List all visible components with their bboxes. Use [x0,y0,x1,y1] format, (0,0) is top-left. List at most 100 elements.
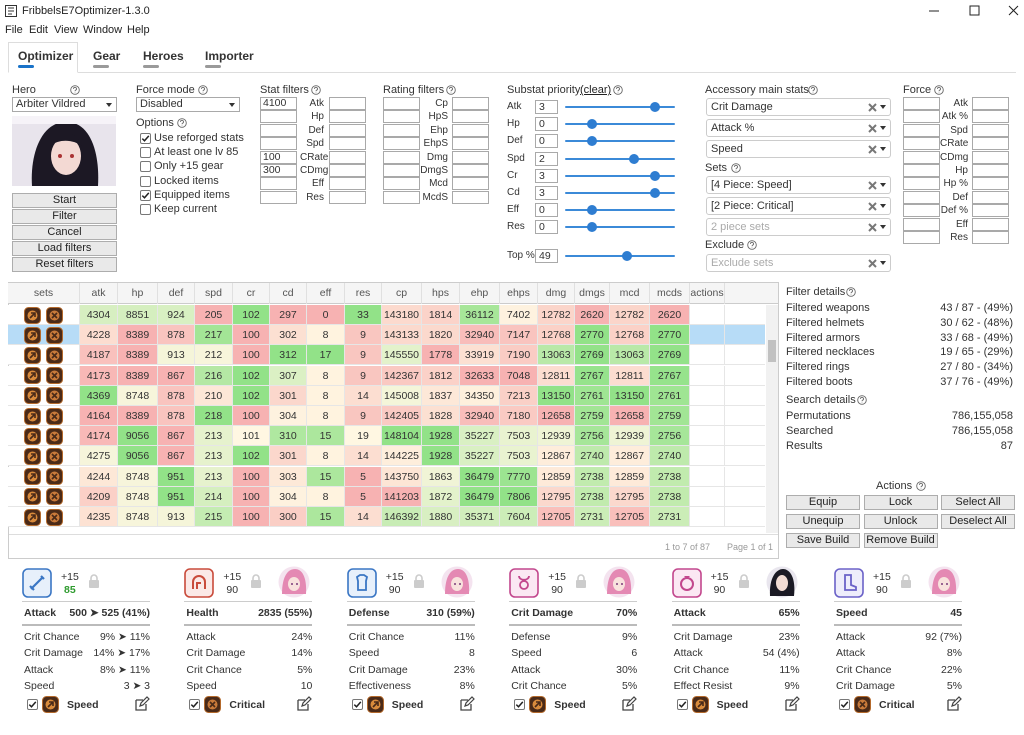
placeholder-select[interactable]: 2 piece sets [706,218,891,236]
slider-knob[interactable] [622,251,633,261]
checkbox[interactable] [140,147,151,159]
force-max-input[interactable] [972,137,1009,151]
option-label[interactable]: Use reforged stats [154,132,244,144]
stat-min-input[interactable] [260,110,297,124]
edit-icon[interactable] [946,696,962,712]
edit-icon[interactable] [134,696,150,712]
checkbox[interactable] [140,204,151,215]
force-max-input[interactable] [972,164,1009,177]
rating-min-input[interactable] [383,190,420,204]
placeholder-select[interactable]: Exclude sets [706,254,891,272]
force-max-input[interactable] [972,190,1009,204]
stat-max-input[interactable] [329,177,366,191]
force-min-input[interactable] [903,110,940,124]
column-header[interactable]: cd [270,283,307,304]
action-button[interactable]: Lock [863,495,938,510]
column-header[interactable]: mcds [650,283,690,304]
menu-item[interactable]: View [54,24,78,36]
hero-button[interactable]: Load filters [12,241,117,256]
checkbox[interactable] [140,133,151,144]
force-min-input[interactable] [903,190,940,204]
slider-knob[interactable] [587,205,597,216]
menu-item[interactable]: Edit [29,24,48,36]
rating-max-input[interactable] [452,177,489,191]
stat-min-input[interactable] [260,190,297,204]
slider-knob[interactable] [650,170,660,181]
force-max-input[interactable] [972,204,1009,218]
rating-max-input[interactable] [452,110,489,124]
tag-select[interactable]: Crit Damage [706,98,891,116]
substat-input[interactable]: 3 [535,186,558,200]
rating-max-input[interactable] [452,137,489,151]
substat-input[interactable]: 0 [535,220,558,235]
lock-icon[interactable] [738,574,750,589]
column-header[interactable]: ehp [460,283,500,304]
checkbox[interactable] [140,189,151,201]
force-min-input[interactable] [903,150,940,164]
rating-min-input[interactable] [383,164,420,177]
column-header[interactable]: dmgs [575,283,610,304]
action-button[interactable]: Unequip [786,514,860,529]
lock-icon[interactable] [88,574,100,589]
slider-knob[interactable] [650,102,660,112]
column-header[interactable]: actions [690,283,725,304]
action-button[interactable]: Equip [786,495,860,510]
stat-min-input[interactable]: 300 [260,164,297,177]
slider-knob[interactable] [650,188,660,198]
force-min-input[interactable] [903,204,940,218]
column-header[interactable]: def [158,283,195,304]
tag-select[interactable]: Speed [706,140,891,158]
tab[interactable]: Optimizer [18,49,74,63]
column-header[interactable]: mcd [610,283,650,304]
checkbox[interactable] [839,699,850,710]
action-button[interactable]: Save Build [786,533,860,548]
actions-cell[interactable] [690,486,725,507]
actions-cell[interactable] [690,385,725,406]
edit-icon[interactable] [296,696,313,712]
edit-icon[interactable] [784,696,800,712]
stat-min-input[interactable] [260,177,297,191]
stat-min-input[interactable] [260,123,297,137]
force-max-input[interactable] [972,97,1009,110]
force-min-input[interactable] [903,231,940,244]
force-max-input[interactable] [972,217,1009,231]
rating-min-input[interactable] [383,150,420,164]
stat-max-input[interactable] [329,110,366,124]
column-header[interactable]: ehps [500,283,538,304]
hero-select[interactable]: Arbiter Vildred [12,97,117,112]
tag-select[interactable]: [4 Piece: Speed] [706,176,891,194]
rating-min-input[interactable] [383,177,420,191]
window-controls[interactable] [920,0,1024,22]
hero-button[interactable]: Reset filters [12,257,117,272]
force-min-input[interactable] [903,137,940,151]
action-button[interactable]: Unlock [863,514,938,529]
substat-input[interactable]: 2 [535,151,558,166]
action-button[interactable]: Select All [941,495,1015,510]
option-label[interactable]: Locked items [154,174,219,187]
menu-item[interactable]: Window [83,24,123,36]
force-max-input[interactable] [972,110,1009,124]
checkbox[interactable] [27,699,38,710]
actions-cell[interactable] [690,406,725,426]
menu-item[interactable]: Help [127,24,150,36]
tag-select[interactable]: [2 Piece: Critical] [706,197,891,215]
rating-max-input[interactable] [452,123,489,137]
column-header[interactable]: hp [118,283,158,304]
force-max-input[interactable] [972,123,1009,137]
rating-min-input[interactable] [383,97,420,110]
force-min-input[interactable] [903,164,940,177]
rating-max-input[interactable] [452,164,489,177]
stat-max-input[interactable] [329,190,366,204]
checkbox[interactable] [140,161,151,173]
force-min-input[interactable] [903,123,940,137]
hero-button[interactable]: Start [12,193,117,208]
tab[interactable]: Gear [93,49,121,63]
slider-knob[interactable] [587,136,597,147]
option-label[interactable]: Equipped items [154,188,230,201]
actions-cell[interactable] [690,446,725,467]
hero-button[interactable]: Cancel [12,225,117,240]
column-header[interactable]: cp [382,283,422,304]
force-min-input[interactable] [903,217,940,231]
action-button[interactable]: Deselect All [941,514,1015,529]
edit-icon[interactable] [621,696,638,712]
